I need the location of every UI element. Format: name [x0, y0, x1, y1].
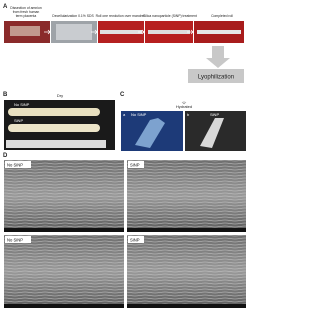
step-caption: Roll one revolution over mandrel — [96, 14, 145, 18]
step-photos — [4, 21, 244, 43]
panel-label: C — [120, 92, 125, 98]
image-label: SiNP — [130, 163, 140, 168]
image-label: SiNP — [130, 238, 140, 243]
sample-label: SiNP — [14, 118, 23, 123]
panel-label: A — [3, 4, 8, 10]
sem-images — [4, 160, 246, 308]
image-label: No SiNP — [7, 163, 23, 168]
image-label: No SiNP — [7, 238, 23, 243]
panel-title: Dry — [57, 93, 63, 98]
step-captions: Dissection of amnion from fresh human term… — [10, 6, 42, 18]
arrow — [206, 46, 230, 68]
sub-label: a — [123, 112, 126, 117]
final-step: Lyophilization — [198, 75, 234, 81]
figure: A Dissection of amnion from fresh human te… — [3, 4, 246, 308]
sample-label: No SiNP — [131, 112, 147, 117]
sub-label: b — [187, 112, 190, 117]
step-caption: Completed roll — [211, 14, 233, 18]
step-caption: Decellularization 0.1% SDS — [52, 14, 94, 18]
step-caption: Silica nanoparticle (SiNP) treatment — [143, 14, 197, 18]
panel-label: B — [3, 92, 8, 98]
panel-title: Hydrated — [176, 104, 192, 109]
step-caption: Dissection of amnion from fresh human term… — [10, 6, 42, 18]
panel-label: D — [3, 153, 8, 159]
sample-label: SiNP — [210, 112, 219, 117]
sample-label: No SiNP — [14, 102, 30, 107]
step-box — [188, 69, 244, 83]
